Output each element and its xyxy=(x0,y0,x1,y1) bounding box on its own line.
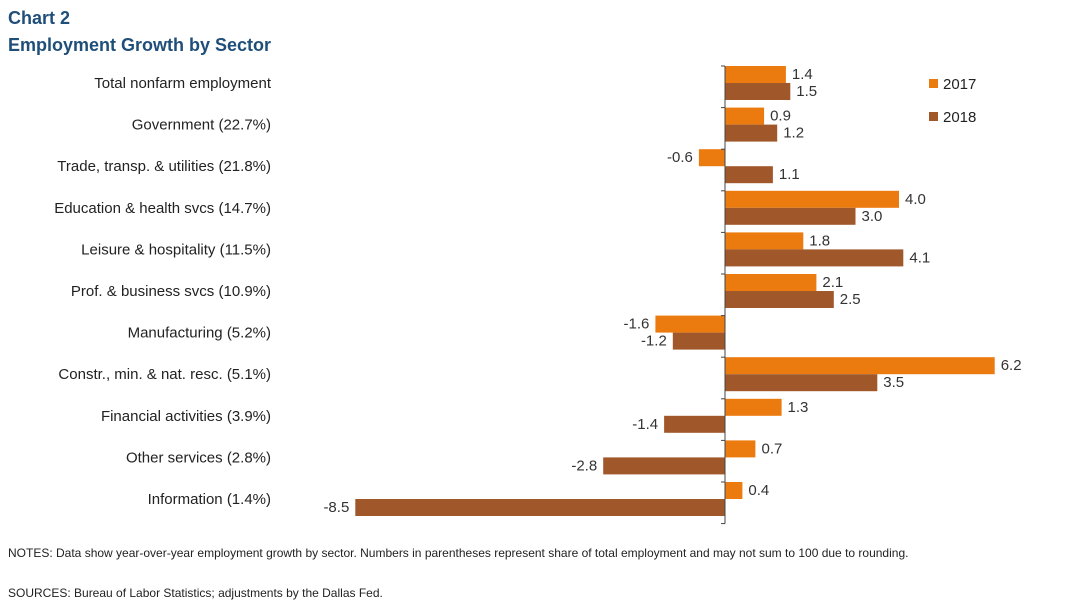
legend-swatch-2018 xyxy=(929,112,938,121)
category-label-other-services-2-8: Other services (2.8%) xyxy=(126,449,271,466)
bar-2018-total-nonfarm-employment xyxy=(725,83,791,100)
category-label-trade-transp-utilities-21-8: Trade, transp. & utilities (21.8%) xyxy=(57,158,271,175)
bar-2018-government-22-7 xyxy=(725,124,778,142)
bar-2017-prof-business-svcs-10-9 xyxy=(725,274,817,291)
data-label-2018-constr-min-nat-resc-5-1: 3.5 xyxy=(883,374,904,391)
legend-label-2018: 2018 xyxy=(943,109,976,126)
bar-2017-trade-transp-utilities-21-8 xyxy=(698,149,725,167)
data-label-2017-leisure-hospitality-11-5: 1.8 xyxy=(809,232,830,249)
data-label-2018-government-22-7: 1.2 xyxy=(783,125,804,142)
bar-2017-financial-activities-3-9 xyxy=(725,398,782,416)
category-label-education-health-svcs-14-7: Education & health svcs (14.7%) xyxy=(54,200,271,217)
bar-2018-education-health-svcs-14-7 xyxy=(725,207,856,225)
data-label-2017-trade-transp-utilities-21-8: -0.6 xyxy=(667,149,693,166)
data-label-2018-manufacturing-5-2: -1.2 xyxy=(641,333,667,350)
category-label-government-22-7: Government (22.7%) xyxy=(132,117,271,134)
category-label-leisure-hospitality-11-5: Leisure & hospitality (11.5%) xyxy=(81,241,271,258)
legend-swatch-2017 xyxy=(929,79,938,88)
bar-2018-trade-transp-utilities-21-8 xyxy=(725,166,773,184)
data-label-2018-total-nonfarm-employment: 1.5 xyxy=(796,83,817,100)
data-label-2017-constr-min-nat-resc-5-1: 6.2 xyxy=(1001,357,1022,374)
bar-2017-information-1-4 xyxy=(725,482,743,499)
bar-2017-constr-min-nat-resc-5-1 xyxy=(725,357,995,375)
category-label-constr-min-nat-resc-5-1: Constr., min. & nat. resc. (5.1%) xyxy=(58,366,271,383)
data-label-2018-other-services-2-8: -2.8 xyxy=(571,457,597,474)
bar-2017-leisure-hospitality-11-5 xyxy=(725,232,804,250)
data-label-2017-other-services-2-8: 0.7 xyxy=(762,440,783,457)
employment-growth-bar-chart: Total nonfarm employment 1.41.5 Government… xyxy=(54,65,1022,525)
data-label-2017-manufacturing-5-2: -1.6 xyxy=(624,316,650,333)
bar-2018-leisure-hospitality-11-5 xyxy=(725,249,904,267)
bar-2018-manufacturing-5-2 xyxy=(672,332,725,350)
bar-2017-total-nonfarm-employment xyxy=(725,66,786,83)
data-label-2017-government-22-7: 0.9 xyxy=(770,108,791,125)
legend-label-2017: 2017 xyxy=(943,76,976,93)
data-label-2017-education-health-svcs-14-7: 4.0 xyxy=(905,191,926,208)
chart-number: Chart 2 xyxy=(8,8,71,28)
data-label-2018-leisure-hospitality-11-5: 4.1 xyxy=(909,249,930,266)
chart-title: Employment Growth by Sector xyxy=(8,35,272,55)
data-label-2017-prof-business-svcs-10-9: 2.1 xyxy=(822,274,843,291)
data-label-2018-prof-business-svcs-10-9: 2.5 xyxy=(840,291,861,308)
bar-2018-constr-min-nat-resc-5-1 xyxy=(725,374,878,392)
data-label-2018-education-health-svcs-14-7: 3.0 xyxy=(862,208,883,225)
data-label-2017-financial-activities-3-9: 1.3 xyxy=(788,399,809,416)
notes-text: NOTES: Data show year-over-year employme… xyxy=(8,546,909,560)
bar-2017-manufacturing-5-2 xyxy=(655,315,725,333)
category-label-manufacturing-5-2: Manufacturing (5.2%) xyxy=(128,325,271,342)
bar-2018-prof-business-svcs-10-9 xyxy=(725,291,834,308)
sources-text: SOURCES: Bureau of Labor Statistics; adj… xyxy=(8,586,383,600)
bar-2017-government-22-7 xyxy=(725,107,765,125)
bar-2018-other-services-2-8 xyxy=(603,457,725,475)
data-label-2017-total-nonfarm-employment: 1.4 xyxy=(792,66,813,83)
bar-2018-information-1-4 xyxy=(355,499,726,516)
data-label-2018-trade-transp-utilities-21-8: 1.1 xyxy=(779,166,800,183)
category-label-prof-business-svcs-10-9: Prof. & business svcs (10.9%) xyxy=(71,283,271,300)
bar-2018-financial-activities-3-9 xyxy=(664,415,725,433)
data-label-2017-information-1-4: 0.4 xyxy=(748,482,769,499)
data-label-2018-financial-activities-3-9: -1.4 xyxy=(632,416,658,433)
category-label-financial-activities-3-9: Financial activities (3.9%) xyxy=(101,408,271,425)
data-label-2018-information-1-4: -8.5 xyxy=(323,499,349,516)
category-label-total-nonfarm-employment: Total nonfarm employment xyxy=(94,75,272,92)
bar-2017-education-health-svcs-14-7 xyxy=(725,190,899,208)
bar-2017-other-services-2-8 xyxy=(725,440,756,458)
category-label-information-1-4: Information (1.4%) xyxy=(148,491,271,508)
